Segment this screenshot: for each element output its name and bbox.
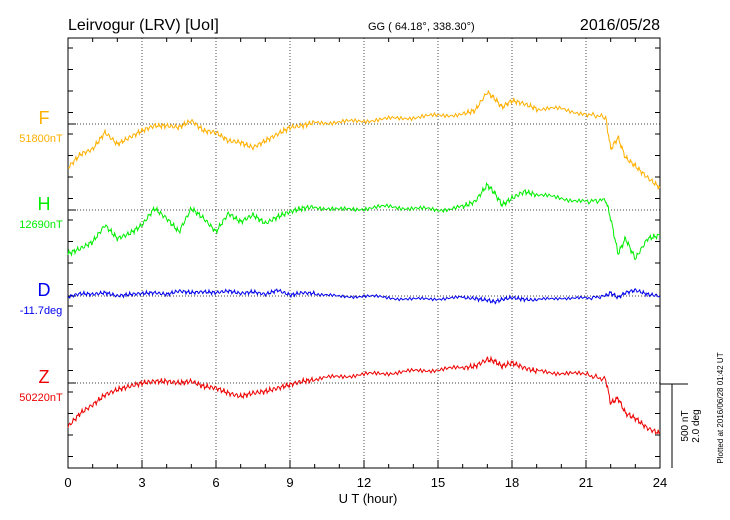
- series-line-z: [67, 355, 661, 435]
- chart-title: Leirvogur (LRV) [UoI]: [68, 17, 219, 34]
- axis-ticks: [67, 38, 661, 468]
- series-group: [67, 90, 661, 435]
- x-tick-label: 24: [653, 475, 667, 490]
- series-line-d: [67, 288, 661, 305]
- series-name-f: F: [39, 108, 50, 128]
- plotted-at-note: Plotted at 2016/06/28 01:42 UT: [716, 352, 725, 463]
- grid-lines: [68, 38, 660, 468]
- series-baseline-label-f: 51800nT: [19, 133, 63, 145]
- series-labels: F 51800nT H 12690nT D -11.7deg Z 50220nT: [19, 108, 63, 404]
- x-tick-label: 3: [138, 475, 145, 490]
- chart-date: 2016/05/28: [580, 17, 660, 34]
- plot-frame: [67, 37, 661, 469]
- series-name-h: H: [38, 194, 51, 214]
- x-tick-label: 12: [357, 475, 371, 490]
- x-tick-labels: 0 3 6 9 12 15 18 21 24: [64, 475, 667, 490]
- series-line-f: [67, 90, 661, 190]
- series-name-d: D: [38, 280, 51, 300]
- scale-nt-label: 500 nT: [680, 410, 691, 441]
- series-baseline-label-d: -11.7deg: [20, 305, 63, 317]
- x-tick-label: 6: [212, 475, 219, 490]
- scale-deg-label: 2.0 deg: [691, 409, 702, 442]
- series-line-h: [67, 182, 661, 261]
- x-tick-label: 18: [505, 475, 519, 490]
- series-name-z: Z: [39, 367, 50, 387]
- station-coordinates: GG ( 64.18°, 338.30°): [368, 21, 475, 33]
- x-tick-label: 21: [579, 475, 593, 490]
- x-tick-label: 9: [286, 475, 293, 490]
- x-tick-label: 15: [431, 475, 445, 490]
- x-tick-label: 0: [64, 475, 71, 490]
- x-axis-label: U T (hour): [339, 491, 398, 506]
- series-baseline-label-z: 50220nT: [19, 392, 63, 404]
- series-baseline-label-h: 12690nT: [19, 219, 63, 231]
